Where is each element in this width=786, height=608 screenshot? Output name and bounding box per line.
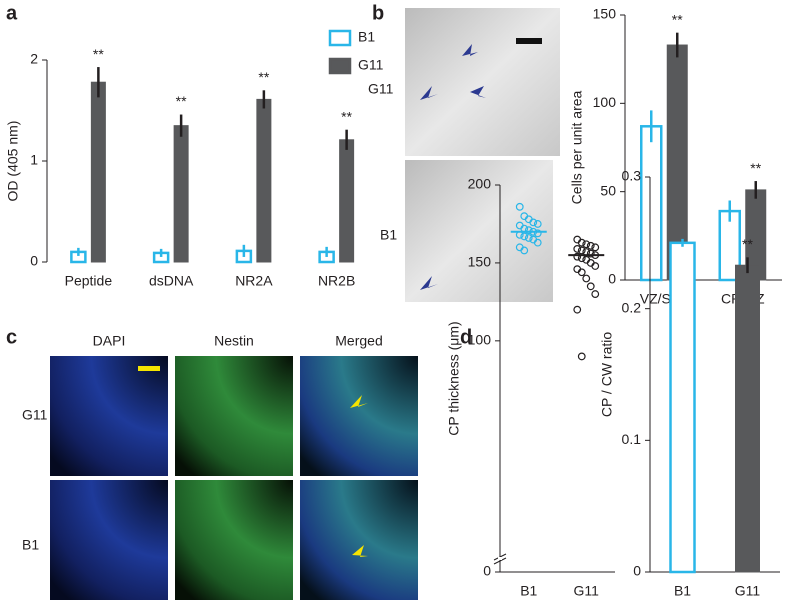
data-point: [582, 240, 591, 249]
y-tick-label: 2: [30, 51, 38, 67]
y-axis-label: OD (405 nm): [5, 121, 21, 202]
data-point: [591, 243, 600, 252]
column-label: Nestin: [214, 333, 254, 349]
micrograph: [50, 480, 168, 600]
data-point: [533, 238, 542, 247]
micrograph: [405, 8, 560, 156]
data-point: [573, 244, 582, 253]
data-point: [591, 290, 600, 298]
data-point: [573, 305, 582, 314]
legend-swatch: [328, 57, 352, 75]
data-point: [533, 220, 542, 228]
significance: **: [750, 160, 761, 176]
significance: **: [742, 236, 753, 252]
row-label: G11: [22, 407, 48, 423]
scale-bar: [516, 38, 542, 44]
arrows: [350, 395, 368, 557]
axis-gap: [498, 557, 502, 560]
bar: [90, 81, 106, 263]
significance: **: [672, 11, 683, 27]
data-point: [577, 268, 586, 277]
bar: [173, 125, 189, 263]
micrograph: [175, 356, 293, 476]
y-tick-label: 0: [30, 253, 38, 269]
significance: **: [176, 93, 187, 109]
panel-label: b: [372, 2, 384, 24]
column-label: DAPI: [93, 333, 126, 349]
y-tick-label: 100: [468, 332, 492, 348]
data-point: [533, 229, 542, 238]
bar: [640, 125, 663, 282]
x-tick-label: Peptide: [65, 273, 113, 289]
arrows: [420, 44, 486, 290]
y-axis-label: CP thickness (μm): [446, 321, 462, 435]
data-point: [582, 274, 591, 283]
data-point: [524, 226, 533, 235]
panel-label: d: [460, 326, 472, 348]
data-point: [577, 352, 586, 361]
y-tick-label: 1: [30, 152, 38, 168]
bar: [669, 241, 696, 574]
micrograph: [300, 480, 418, 600]
y-tick-label: 150: [468, 254, 492, 270]
panel-label: a: [6, 2, 18, 24]
y-tick-label: 0.2: [622, 299, 642, 315]
bar: [339, 139, 355, 263]
data-point: [515, 202, 524, 211]
column-label: Merged: [335, 333, 382, 349]
bar: [735, 264, 760, 573]
x-tick-label: G11: [735, 583, 761, 599]
significance: **: [341, 108, 352, 124]
y-tick-label: 0: [483, 563, 491, 579]
data-point: [577, 238, 586, 247]
micrograph: [175, 480, 293, 600]
panel-label: c: [6, 326, 17, 348]
data-point: [520, 232, 529, 241]
x-tick-label: NR2B: [318, 273, 355, 289]
scale-bar: [138, 366, 160, 371]
significance: **: [258, 69, 269, 85]
data-point: [529, 218, 538, 227]
legend-label: G11: [358, 57, 384, 73]
data-point: [591, 262, 600, 270]
data-point: [586, 241, 595, 250]
y-tick-label: 0: [608, 271, 616, 287]
y-tick-label: 50: [600, 182, 616, 198]
y-tick-label: 200: [468, 176, 492, 192]
significance: **: [93, 46, 104, 62]
x-tick-label: NR2A: [235, 273, 273, 289]
data-point: [573, 252, 582, 261]
y-tick-label: 0: [633, 563, 641, 579]
micrograph: [50, 356, 168, 476]
data-point: [520, 246, 529, 255]
y-tick-label: 0.1: [622, 431, 642, 447]
data-point: [577, 246, 586, 255]
bar: [256, 98, 272, 263]
data-point: [586, 282, 595, 291]
x-tick-label: dsDNA: [149, 273, 194, 289]
data-point: [524, 234, 533, 242]
row-label: B1: [380, 227, 397, 243]
y-tick-label: 0.3: [622, 168, 642, 184]
legend-label: B1: [358, 29, 375, 45]
axis-break: [493, 557, 507, 565]
y-axis-label: CP / CW ratio: [599, 332, 615, 418]
x-tick-label: B1: [674, 583, 691, 599]
y-tick-label: 100: [593, 94, 617, 110]
row-label: B1: [22, 537, 39, 553]
micrograph: [300, 356, 418, 476]
x-tick-label: G11: [574, 583, 600, 599]
row-label: G11: [368, 81, 394, 97]
legend-swatch: [328, 29, 352, 47]
y-axis-label: Cells per unit area: [569, 90, 585, 204]
data-point: [586, 249, 595, 258]
x-tick-label: B1: [520, 583, 537, 599]
y-tick-label: 150: [593, 6, 617, 22]
